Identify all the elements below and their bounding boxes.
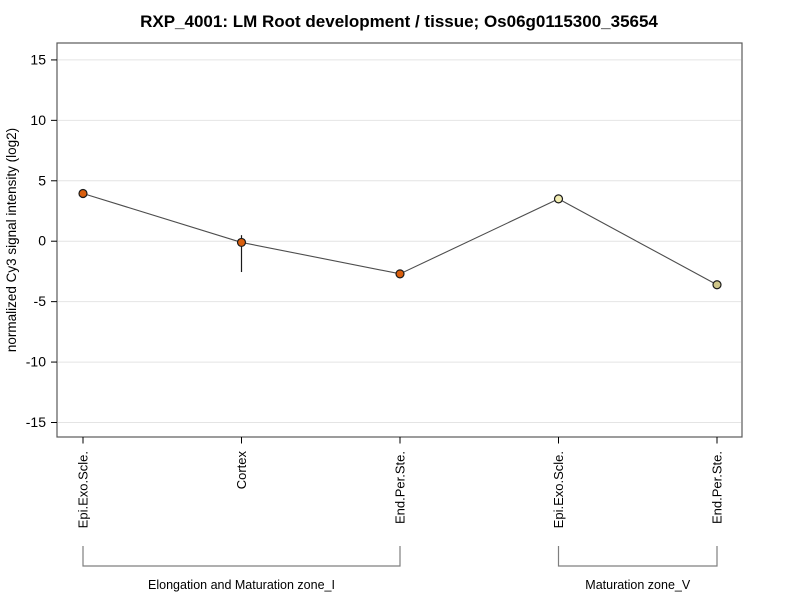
axis-layer: 15 10 5 0 -5 -10 -15 Epi.Exo.Scle. Cortex End.Per… xyxy=(26,51,725,528)
y-tick-label: -15 xyxy=(26,414,46,430)
y-tick-label: 15 xyxy=(30,51,46,67)
group-bracket-layer: Elongation and Maturation zone_I Maturati… xyxy=(82,546,718,592)
y-tick-label: 5 xyxy=(38,172,46,188)
y-axis-title: normalized Cy3 signal intensity (log2) xyxy=(4,128,19,352)
x-tick-label: Cortex xyxy=(234,451,249,490)
group-label: Elongation and Maturation zone_I xyxy=(148,578,335,592)
data-point xyxy=(395,269,405,279)
data-point xyxy=(553,194,564,204)
group-bracket xyxy=(82,546,401,567)
x-tick-label: End.Per.Ste. xyxy=(710,451,725,524)
x-tick-label: Epi.Exo.Scle. xyxy=(551,451,566,528)
group-label: Maturation zone_V xyxy=(585,578,691,592)
group-bracket xyxy=(557,546,718,567)
x-tick-label: Epi.Exo.Scle. xyxy=(76,451,91,528)
data-series-layer xyxy=(78,188,722,290)
data-point xyxy=(712,280,722,290)
y-tick-label: 10 xyxy=(30,112,46,128)
x-tick-label: End.Per.Ste. xyxy=(393,451,408,524)
y-tick-label: 0 xyxy=(38,233,46,249)
gridline-layer xyxy=(58,59,741,423)
plot-area-border xyxy=(56,42,743,438)
y-tick-label: -10 xyxy=(26,354,46,370)
data-point xyxy=(236,237,247,248)
data-point xyxy=(78,188,88,199)
chart-title: RXP_4001: LM Root development / tissue; … xyxy=(140,12,658,31)
y-tick-label: -5 xyxy=(34,293,47,309)
